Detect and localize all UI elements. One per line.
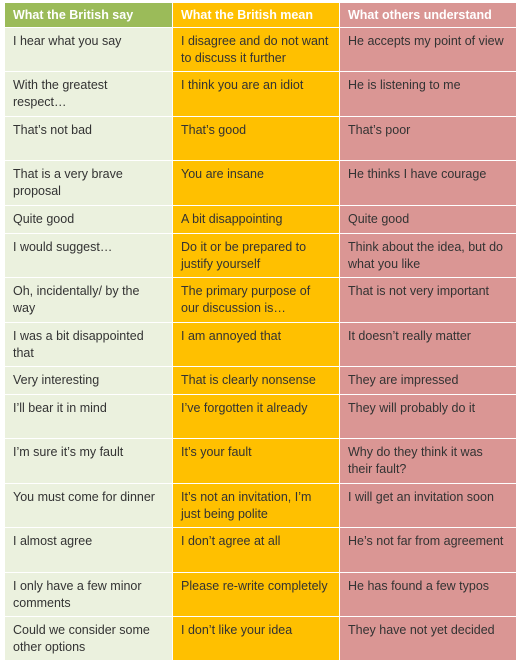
- cell-mean: I think you are an idiot: [172, 71, 340, 117]
- cell-say: I only have a few minor comments: [4, 572, 173, 617]
- cell-say: I almost agree: [4, 527, 173, 573]
- cell-say: Quite good: [4, 205, 173, 234]
- table-row: Quite good A bit disappointing Quite goo…: [4, 205, 517, 234]
- cell-mean: The primary purpose of our discussion is…: [172, 277, 340, 323]
- table-row: I was a bit disappointed that I am annoy…: [4, 322, 517, 367]
- cell-understand: Why do they think it was their fault?: [339, 438, 517, 484]
- cell-say: With the greatest respect…: [4, 71, 173, 117]
- cell-understand: I will get an invitation soon: [339, 483, 517, 528]
- cell-mean: I am annoyed that: [172, 322, 340, 367]
- cell-say: Could we consider some other options: [4, 616, 173, 661]
- cell-say: That’s not bad: [4, 116, 173, 161]
- cell-mean: It’s not an invitation, I’m just being p…: [172, 483, 340, 528]
- british-phrases-table: What the British say What the British me…: [4, 2, 517, 661]
- phrases-table: What the British say What the British me…: [4, 2, 517, 661]
- cell-understand: They will probably do it: [339, 394, 517, 439]
- header-what-others-understand: What others understand: [339, 2, 517, 28]
- cell-understand: Think about the idea, but do what you li…: [339, 233, 517, 278]
- table-row: I’ll bear it in mind I’ve forgotten it a…: [4, 394, 517, 439]
- cell-say: You must come for dinner: [4, 483, 173, 528]
- cell-understand: He thinks I have courage: [339, 160, 517, 206]
- table-row: I hear what you say I disagree and do no…: [4, 27, 517, 72]
- cell-say: I was a bit disappointed that: [4, 322, 173, 367]
- table-row: I would suggest… Do it or be prepared to…: [4, 233, 517, 278]
- cell-mean: I don’t agree at all: [172, 527, 340, 573]
- cell-understand: They have not yet decided: [339, 616, 517, 661]
- table-row: I’m sure it’s my fault It’s your fault W…: [4, 438, 517, 484]
- cell-understand: He’s not far from agreement: [339, 527, 517, 573]
- cell-understand: That is not very important: [339, 277, 517, 323]
- cell-understand: It doesn’t really matter: [339, 322, 517, 367]
- cell-mean: A bit disappointing: [172, 205, 340, 234]
- cell-say: Very interesting: [4, 366, 173, 395]
- cell-understand: That’s poor: [339, 116, 517, 161]
- table-row: With the greatest respect… I think you a…: [4, 71, 517, 117]
- cell-understand: He is listening to me: [339, 71, 517, 117]
- table-row: That is a very brave proposal You are in…: [4, 160, 517, 206]
- cell-mean: Do it or be prepared to justify yourself: [172, 233, 340, 278]
- cell-say: I would suggest…: [4, 233, 173, 278]
- table-row: Could we consider some other options I d…: [4, 616, 517, 661]
- cell-understand: He has found a few typos: [339, 572, 517, 617]
- table-body: I hear what you say I disagree and do no…: [4, 27, 517, 661]
- table-row: Oh, incidentally/ by the way The primary…: [4, 277, 517, 323]
- table-header: What the British say What the British me…: [4, 2, 517, 28]
- table-row: That’s not bad That’s good That’s poor: [4, 116, 517, 161]
- cell-mean: You are insane: [172, 160, 340, 206]
- cell-mean: It’s your fault: [172, 438, 340, 484]
- header-what-british-mean: What the British mean: [172, 2, 340, 28]
- cell-say: Oh, incidentally/ by the way: [4, 277, 173, 323]
- cell-say: I’m sure it’s my fault: [4, 438, 173, 484]
- cell-mean: I don’t like your idea: [172, 616, 340, 661]
- table-row: I almost agree I don’t agree at all He’s…: [4, 527, 517, 573]
- cell-mean: That is clearly nonsense: [172, 366, 340, 395]
- cell-understand: They are impressed: [339, 366, 517, 395]
- cell-say: I’ll bear it in mind: [4, 394, 173, 439]
- cell-mean: Please re-write completely: [172, 572, 340, 617]
- table-row: Very interesting That is clearly nonsens…: [4, 366, 517, 395]
- cell-mean: I disagree and do not want to discuss it…: [172, 27, 340, 72]
- cell-mean: I’ve forgotten it already: [172, 394, 340, 439]
- table-row: You must come for dinner It’s not an inv…: [4, 483, 517, 528]
- cell-understand: He accepts my point of view: [339, 27, 517, 72]
- cell-say: I hear what you say: [4, 27, 173, 72]
- table-row: I only have a few minor comments Please …: [4, 572, 517, 617]
- cell-mean: That’s good: [172, 116, 340, 161]
- header-what-british-say: What the British say: [4, 2, 173, 28]
- header-row: What the British say What the British me…: [4, 2, 517, 28]
- cell-understand: Quite good: [339, 205, 517, 234]
- cell-say: That is a very brave proposal: [4, 160, 173, 206]
